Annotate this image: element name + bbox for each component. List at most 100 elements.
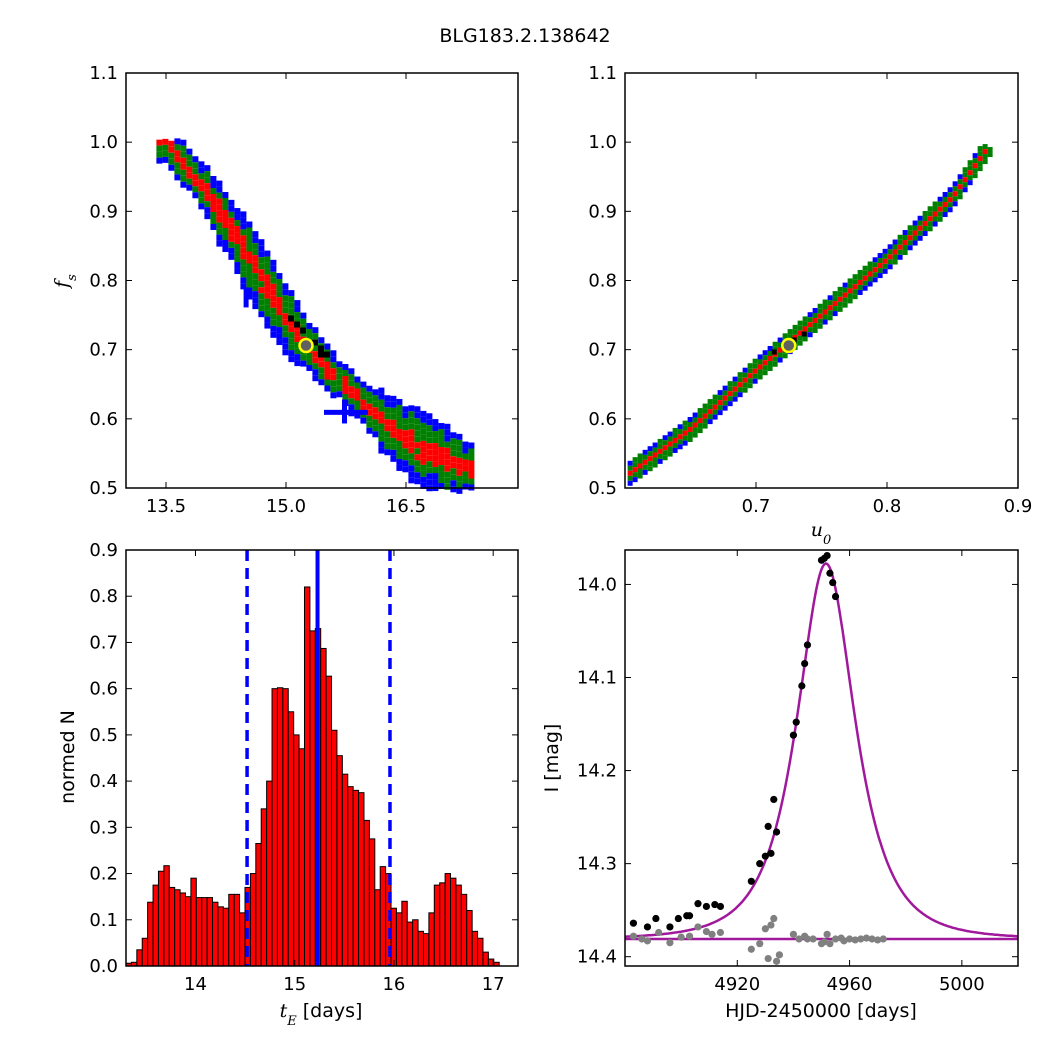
fs-vs-tE-cell: [384, 407, 391, 414]
tE-histogram-bar: [395, 912, 403, 967]
fs-vs-tE-cell: [312, 345, 319, 352]
fs-vs-tE-cell: [444, 477, 451, 484]
fs-vs-u0-cell: [892, 249, 898, 255]
tE-histogram-bar: [336, 755, 343, 967]
fs-vs-u0-cell: [932, 201, 938, 207]
fs-vs-tE-cell: [174, 138, 181, 145]
fs-vs-u0-cell: [647, 456, 653, 462]
fs-vs-tE-cell: [198, 173, 205, 180]
fs-vs-tE-cell: [402, 406, 409, 413]
fs-vs-u0-cell: [832, 301, 838, 307]
tE-histogram-bar: [390, 907, 397, 967]
fs-vs-tE-cell: [276, 297, 283, 304]
fs-vs-tE-cell: [300, 354, 307, 361]
fs-vs-u0-cell: [632, 472, 638, 478]
fs-vs-tE-cell: [156, 151, 163, 158]
light-curve-residual-point: [685, 932, 694, 940]
fs-vs-tE-cell: [348, 404, 355, 411]
fs-vs-tE-cell: [396, 428, 403, 435]
tE-histogram-bar: [298, 748, 305, 967]
fs-vs-u0-cell: [977, 146, 983, 152]
fs-vs-tE-cell: [228, 241, 235, 248]
fs-vs-tE-cell: [204, 171, 211, 178]
fs-vs-tE-cell: [222, 209, 229, 216]
fs-vs-u0-cell: [762, 370, 768, 376]
fs-vs-u0-cell: [687, 421, 693, 427]
tE-histogram-bar: [417, 930, 424, 967]
light-curve-data-point: [803, 641, 812, 649]
fs-vs-tE-cell: [222, 245, 229, 252]
fs-vs-u0-cell: [827, 310, 833, 316]
light-curve-plot: [625, 551, 1018, 965]
fs-vs-tE-cell: [378, 447, 385, 454]
fs-vs-tE-cell: [288, 302, 295, 309]
fs-vs-u0-cell: [902, 235, 908, 241]
light-curve-residual-point: [716, 928, 725, 937]
fs-vs-tE-cell: [264, 250, 271, 257]
fs-vs-tE-cell: [396, 452, 403, 459]
fs-vs-tE-cell: [444, 447, 451, 454]
fs-vs-u0-xtick-label: 0.7: [742, 496, 771, 517]
fs-vs-tE-cell: [306, 358, 313, 365]
fs-vs-tE-cell: [276, 291, 283, 298]
fs-vs-u0-cell: [957, 189, 963, 195]
fs-vs-u0-cell: [887, 249, 893, 255]
fs-vs-u0-cell: [822, 304, 828, 310]
fs-vs-tE-cell: [384, 443, 391, 450]
fs-vs-tE-cell: [324, 361, 331, 368]
fs-vs-tE-cell: [342, 394, 349, 401]
fs-vs-u0-cell: [682, 420, 688, 426]
light-curve-data-point: [685, 912, 694, 920]
fs-vs-tE-cell: [348, 398, 355, 405]
light-curve-ylabel: I [mag]: [541, 724, 563, 793]
fs-vs-tE-cell: [360, 393, 367, 400]
fs-vs-tE-cell: [408, 423, 415, 430]
light-curve-ytick-label: 14.0: [577, 574, 617, 595]
fs-vs-u0-cell: [732, 386, 738, 392]
fs-vs-tE-cell: [426, 419, 433, 426]
fs-vs-tE-cell: [438, 465, 445, 472]
fs-vs-u0-cell: [737, 372, 743, 378]
fs-vs-tE-cell: [438, 447, 445, 454]
fs-vs-u0-cell: [877, 273, 883, 279]
fs-vs-tE-cell: [360, 399, 367, 406]
fs-vs-tE-cell: [258, 311, 265, 318]
fs-vs-tE-cell: [198, 167, 205, 174]
fs-vs-tE-cell: [198, 191, 205, 198]
fs-vs-tE-cell: [378, 405, 385, 412]
fs-vs-tE-cell: [288, 344, 295, 351]
light-curve-data-point: [823, 551, 831, 560]
fs-vs-u0-cell: [652, 452, 658, 458]
fs-vs-tE-cell: [402, 418, 409, 425]
light-curve-residual-point: [840, 937, 848, 945]
fs-vs-u0-cell: [937, 211, 943, 217]
tE-histogram-xtick-label: 15: [283, 974, 306, 995]
fs-vs-tE-cell: [198, 161, 205, 168]
fs-vs-tE-cell: [456, 463, 463, 470]
fs-vs-u0-cell: [927, 206, 933, 212]
fs-vs-u0-cell: [917, 230, 923, 236]
fs-vs-tE-cell: [378, 435, 385, 442]
fs-vs-u0-cell: [722, 400, 728, 406]
fs-vs-tE-cell: [342, 376, 349, 383]
fs-vs-tE-cell: [366, 409, 373, 416]
fs-vs-u0-cell: [752, 368, 758, 374]
fs-vs-tE-cell: [450, 486, 457, 493]
fs-vs-u0-cell: [777, 342, 783, 348]
fs-vs-u0-cell: [917, 215, 923, 221]
fs-vs-tE-cell: [264, 310, 271, 317]
tE-histogram-bar: [147, 901, 154, 967]
fs-vs-u0-heatmap: [627, 144, 993, 486]
fs-vs-tE-cell: [288, 320, 295, 327]
tE-histogram-bar: [195, 897, 203, 967]
fs-vs-u0-cell: [847, 278, 853, 284]
fs-vs-tE-cell: [396, 434, 403, 441]
fs-vs-tE-cell: [408, 405, 415, 412]
fs-vs-tE-cell: [246, 245, 253, 252]
fs-vs-tE-cell: [432, 419, 439, 426]
fs-vs-tE-cell: [396, 416, 403, 423]
fs-vs-u0-cell: [827, 295, 833, 301]
tE-histogram-bar: [157, 870, 165, 967]
fs-vs-tE-cell: [210, 205, 217, 212]
